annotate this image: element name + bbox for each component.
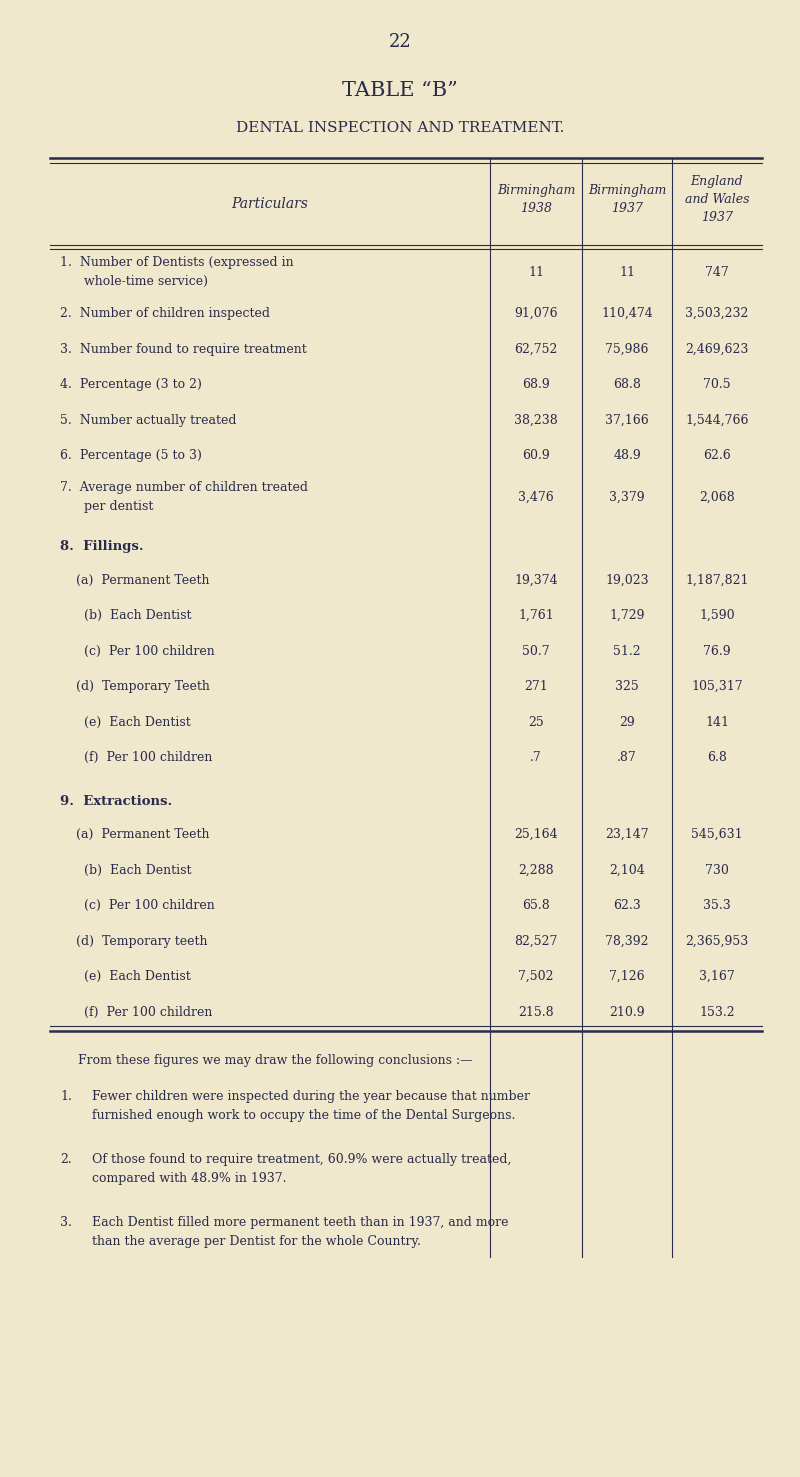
Text: 1,729: 1,729	[610, 609, 645, 622]
Text: (e)  Each Dentist: (e) Each Dentist	[60, 716, 190, 728]
Text: 25: 25	[528, 716, 544, 728]
Text: DENTAL INSPECTION AND TREATMENT.: DENTAL INSPECTION AND TREATMENT.	[236, 121, 564, 134]
Text: (a)  Permanent Teeth: (a) Permanent Teeth	[60, 573, 210, 586]
Text: 7,126: 7,126	[609, 970, 645, 984]
Text: (c)  Per 100 children: (c) Per 100 children	[60, 645, 214, 657]
Text: Each Dentist filled more permanent teeth than in 1937, and more
than the average: Each Dentist filled more permanent teeth…	[92, 1216, 509, 1248]
Text: 6.8: 6.8	[707, 752, 727, 764]
Text: 62.3: 62.3	[613, 899, 641, 913]
Text: 2,104: 2,104	[609, 864, 645, 877]
Text: 82,527: 82,527	[514, 935, 558, 948]
Text: Birmingham
1937: Birmingham 1937	[588, 185, 666, 216]
Text: Fewer children were inspected during the year because that number
furnished enou: Fewer children were inspected during the…	[92, 1090, 530, 1123]
Text: 22: 22	[389, 32, 411, 52]
Text: 75,986: 75,986	[606, 343, 649, 356]
Text: 1,544,766: 1,544,766	[686, 414, 749, 427]
Text: 2.  Number of children inspected: 2. Number of children inspected	[60, 307, 270, 321]
Text: 6.  Percentage (5 to 3): 6. Percentage (5 to 3)	[60, 449, 202, 462]
Text: 5.  Number actually treated: 5. Number actually treated	[60, 414, 237, 427]
Text: 50.7: 50.7	[522, 645, 550, 657]
Text: 8.  Fillings.: 8. Fillings.	[60, 541, 144, 554]
Text: 747: 747	[705, 266, 729, 279]
Text: 9.  Extractions.: 9. Extractions.	[60, 795, 172, 808]
Text: 19,374: 19,374	[514, 573, 558, 586]
Text: (d)  Temporary Teeth: (d) Temporary Teeth	[60, 681, 210, 693]
Text: 70.5: 70.5	[703, 378, 731, 391]
Text: 3,379: 3,379	[609, 490, 645, 504]
Text: 48.9: 48.9	[613, 449, 641, 462]
Text: 51.2: 51.2	[613, 645, 641, 657]
Text: whole-time service): whole-time service)	[60, 275, 208, 288]
Text: (c)  Per 100 children: (c) Per 100 children	[60, 899, 214, 913]
Text: (d)  Temporary teeth: (d) Temporary teeth	[60, 935, 207, 948]
Text: 1,187,821: 1,187,821	[686, 573, 749, 586]
Text: Birmingham
1938: Birmingham 1938	[497, 185, 575, 216]
Text: 91,076: 91,076	[514, 307, 558, 321]
Text: 37,166: 37,166	[605, 414, 649, 427]
Text: 23,147: 23,147	[605, 829, 649, 842]
Text: From these figures we may draw the following conclusions :—: From these figures we may draw the follo…	[78, 1055, 473, 1066]
Text: 3,476: 3,476	[518, 490, 554, 504]
Text: 730: 730	[705, 864, 729, 877]
Text: (a)  Permanent Teeth: (a) Permanent Teeth	[60, 829, 210, 842]
Text: 11: 11	[528, 266, 544, 279]
Text: 545,631: 545,631	[691, 829, 743, 842]
Text: 78,392: 78,392	[606, 935, 649, 948]
Text: (b)  Each Dentist: (b) Each Dentist	[60, 609, 191, 622]
Text: 35.3: 35.3	[703, 899, 731, 913]
Text: 215.8: 215.8	[518, 1006, 554, 1019]
Text: 68.8: 68.8	[613, 378, 641, 391]
Text: 1,590: 1,590	[699, 609, 735, 622]
Text: 25,164: 25,164	[514, 829, 558, 842]
Text: 2,469,623: 2,469,623	[686, 343, 749, 356]
Text: England
and Wales
1937: England and Wales 1937	[685, 174, 750, 225]
Text: 3.  Number found to require treatment: 3. Number found to require treatment	[60, 343, 306, 356]
Text: 7.  Average number of children treated: 7. Average number of children treated	[60, 482, 308, 495]
Text: .87: .87	[617, 752, 637, 764]
Text: 105,317: 105,317	[691, 681, 743, 693]
Text: per dentist: per dentist	[60, 501, 154, 513]
Text: 1,761: 1,761	[518, 609, 554, 622]
Text: 110,474: 110,474	[601, 307, 653, 321]
Text: 11: 11	[619, 266, 635, 279]
Text: 62.6: 62.6	[703, 449, 731, 462]
Text: 3,503,232: 3,503,232	[686, 307, 749, 321]
Text: 65.8: 65.8	[522, 899, 550, 913]
Text: TABLE “B”: TABLE “B”	[342, 81, 458, 99]
Text: 325: 325	[615, 681, 639, 693]
Text: 2,068: 2,068	[699, 490, 735, 504]
Text: Particulars: Particulars	[231, 196, 309, 211]
Text: 62,752: 62,752	[514, 343, 558, 356]
Text: 210.9: 210.9	[609, 1006, 645, 1019]
Text: (f)  Per 100 children: (f) Per 100 children	[60, 1006, 212, 1019]
Text: 153.2: 153.2	[699, 1006, 735, 1019]
Text: (f)  Per 100 children: (f) Per 100 children	[60, 752, 212, 764]
Text: 7,502: 7,502	[518, 970, 554, 984]
Text: Of those found to require treatment, 60.9% were actually treated,
compared with : Of those found to require treatment, 60.…	[92, 1154, 511, 1185]
Text: 2,288: 2,288	[518, 864, 554, 877]
Text: 141: 141	[705, 716, 729, 728]
Text: .7: .7	[530, 752, 542, 764]
Text: 60.9: 60.9	[522, 449, 550, 462]
Text: (e)  Each Dentist: (e) Each Dentist	[60, 970, 190, 984]
Text: 29: 29	[619, 716, 635, 728]
Text: 76.9: 76.9	[703, 645, 731, 657]
Text: 19,023: 19,023	[605, 573, 649, 586]
Text: 3,167: 3,167	[699, 970, 735, 984]
Text: 1.  Number of Dentists (expressed in: 1. Number of Dentists (expressed in	[60, 256, 294, 269]
Text: 1.: 1.	[60, 1090, 72, 1103]
Text: 4.  Percentage (3 to 2): 4. Percentage (3 to 2)	[60, 378, 202, 391]
Text: 2.: 2.	[60, 1154, 72, 1165]
Text: 38,238: 38,238	[514, 414, 558, 427]
Text: (b)  Each Dentist: (b) Each Dentist	[60, 864, 191, 877]
Text: 68.9: 68.9	[522, 378, 550, 391]
Text: 271: 271	[524, 681, 548, 693]
Text: 2,365,953: 2,365,953	[686, 935, 749, 948]
Text: 3.: 3.	[60, 1216, 72, 1229]
